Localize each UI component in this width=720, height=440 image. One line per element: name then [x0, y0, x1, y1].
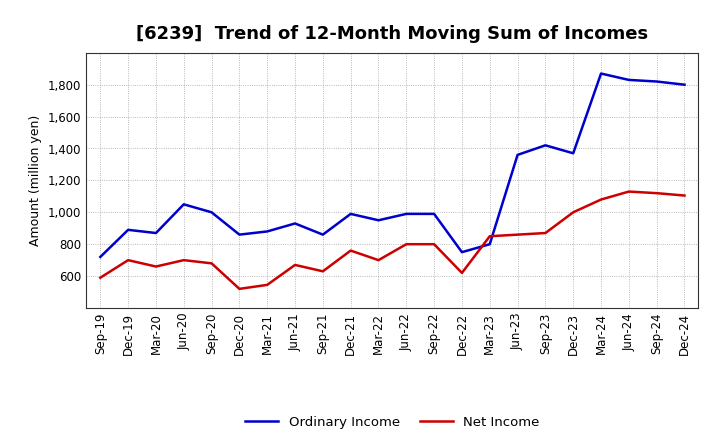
Net Income: [207, 260, 216, 266]
Net Income: [179, 257, 188, 263]
Ordinary Income: [291, 221, 300, 226]
Ordinary Income: [458, 249, 467, 255]
Ordinary Income: [430, 211, 438, 216]
Net Income: [374, 257, 383, 263]
Ordinary Income: [207, 210, 216, 215]
Net Income: [235, 286, 243, 292]
Y-axis label: Amount (million yen): Amount (million yen): [30, 115, 42, 246]
Net Income: [402, 242, 410, 247]
Net Income: [318, 269, 327, 274]
Ordinary Income: [346, 211, 355, 216]
Net Income: [152, 264, 161, 269]
Net Income: [430, 242, 438, 247]
Net Income: [569, 210, 577, 215]
Ordinary Income: [96, 254, 104, 260]
Line: Ordinary Income: Ordinary Income: [100, 73, 685, 257]
Ordinary Income: [485, 242, 494, 247]
Net Income: [652, 191, 661, 196]
Ordinary Income: [318, 232, 327, 237]
Ordinary Income: [235, 232, 243, 237]
Ordinary Income: [624, 77, 633, 83]
Net Income: [124, 257, 132, 263]
Net Income: [680, 193, 689, 198]
Net Income: [458, 270, 467, 275]
Ordinary Income: [152, 231, 161, 236]
Net Income: [263, 282, 271, 287]
Line: Net Income: Net Income: [100, 191, 685, 289]
Ordinary Income: [263, 229, 271, 234]
Net Income: [346, 248, 355, 253]
Ordinary Income: [179, 202, 188, 207]
Ordinary Income: [124, 227, 132, 232]
Net Income: [485, 234, 494, 239]
Net Income: [291, 262, 300, 268]
Net Income: [624, 189, 633, 194]
Legend: Ordinary Income, Net Income: Ordinary Income, Net Income: [240, 411, 545, 434]
Net Income: [597, 197, 606, 202]
Net Income: [541, 231, 550, 236]
Net Income: [513, 232, 522, 237]
Ordinary Income: [680, 82, 689, 87]
Ordinary Income: [374, 218, 383, 223]
Ordinary Income: [597, 71, 606, 76]
Ordinary Income: [402, 211, 410, 216]
Ordinary Income: [652, 79, 661, 84]
Ordinary Income: [569, 150, 577, 156]
Title: [6239]  Trend of 12-Month Moving Sum of Incomes: [6239] Trend of 12-Month Moving Sum of I…: [136, 25, 649, 43]
Net Income: [96, 275, 104, 280]
Ordinary Income: [541, 143, 550, 148]
Ordinary Income: [513, 152, 522, 158]
